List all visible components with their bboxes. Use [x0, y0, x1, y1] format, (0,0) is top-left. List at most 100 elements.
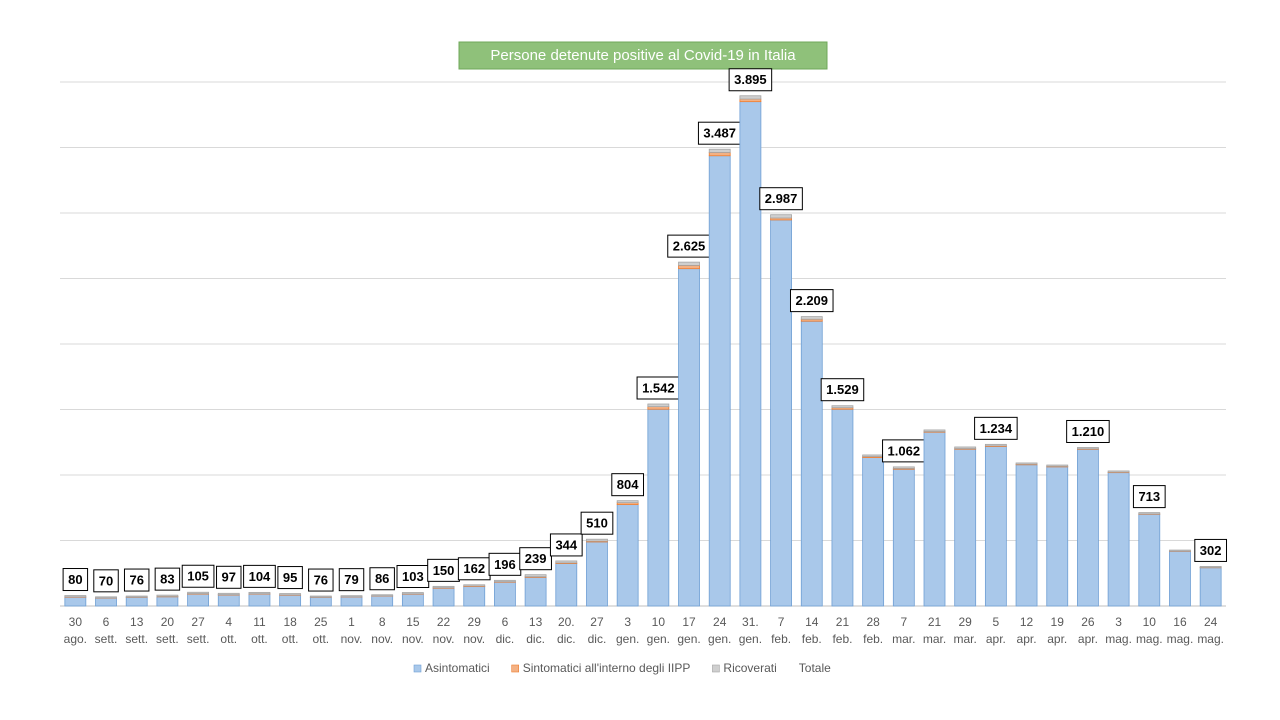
label-box: [243, 564, 276, 588]
bar-segment: [586, 541, 608, 607]
bar-segment: [1199, 566, 1222, 568]
bar-segment: [64, 595, 87, 598]
bar-segment: [586, 538, 608, 542]
bar-segment: [892, 466, 915, 469]
bar-segment: [984, 443, 1007, 447]
data-label-text: 3.895: [734, 72, 767, 87]
bar-segment: [1138, 513, 1161, 607]
data-label: 86: [369, 567, 395, 591]
bar-segment: [923, 431, 946, 607]
bar-segment: [1077, 448, 1099, 607]
bar-segment: [1015, 464, 1038, 607]
data-label-text: 83: [160, 572, 174, 587]
label-box: [789, 289, 834, 313]
x-tick-label: 27 dic.: [588, 615, 607, 646]
data-label-text: 1.542: [642, 380, 675, 395]
data-label-text: 76: [129, 572, 143, 587]
bar-segment: [678, 264, 700, 270]
data-label: 302: [1194, 538, 1228, 562]
data-label: 76: [308, 568, 334, 592]
x-tick-label: 6 dic.: [496, 615, 515, 646]
x-tick-label: 29 nov.: [463, 615, 485, 646]
label-box: [759, 187, 803, 211]
label-box: [216, 565, 242, 589]
legend-label: Sintomatici all'interno degli IIPP: [523, 661, 691, 675]
data-label: 95: [277, 566, 303, 590]
data-label-text: 70: [99, 573, 113, 588]
label-box: [820, 378, 865, 402]
bar-segment: [432, 587, 455, 607]
data-label-text: 239: [525, 551, 547, 566]
data-label-text: 1.234: [980, 421, 1013, 436]
label-box: [1194, 538, 1228, 562]
bar-segment: [555, 560, 578, 564]
x-tick-label: 21 feb.: [832, 615, 852, 646]
data-label-text: 79: [344, 572, 358, 587]
bar-segment: [984, 446, 1007, 607]
data-label: 79: [338, 568, 365, 592]
data-label: 510: [580, 511, 614, 535]
x-tick-label: 8 nov.: [371, 615, 393, 646]
data-label-text: 104: [249, 569, 271, 584]
data-label: 104: [243, 564, 276, 588]
x-tick-label: 4 ott.: [220, 615, 237, 646]
label-box: [549, 533, 583, 557]
data-label: 344: [549, 533, 583, 557]
bar-segment: [187, 593, 209, 607]
bar-segment: [1077, 447, 1099, 450]
x-tick-label: 28 feb.: [863, 615, 883, 646]
label-box: [338, 568, 365, 592]
bar-segment: [371, 594, 394, 597]
bar-segment: [770, 219, 792, 607]
data-label-text: 2.625: [673, 239, 706, 254]
label-box: [974, 416, 1018, 440]
data-label: 83: [154, 567, 181, 591]
legend-label: Ricoverati: [723, 661, 776, 675]
bar-segment: [494, 579, 516, 583]
title-box: [458, 41, 828, 70]
bar-segment: [279, 593, 302, 596]
data-label-text: 344: [555, 537, 577, 552]
data-label: 70: [93, 569, 119, 593]
bar-segment: [217, 594, 240, 607]
x-tick-label: 17 gen.: [677, 615, 700, 646]
bar-segment: [217, 592, 240, 596]
legend-marker: [511, 664, 519, 673]
label-box: [611, 473, 645, 497]
x-tick-label: 14 feb.: [802, 615, 822, 646]
x-tick-label: 18 ott.: [282, 615, 299, 646]
bar-segment: [309, 596, 332, 607]
label-box: [308, 568, 334, 592]
x-tick-label: 24 mag.: [1197, 615, 1224, 646]
legend-marker: [413, 664, 422, 673]
data-label: 76: [123, 568, 150, 592]
data-label-text: 150: [433, 563, 455, 578]
bar-segment: [309, 595, 332, 598]
data-label-text: 97: [222, 570, 236, 585]
bar-segment: [739, 101, 762, 607]
data-label-text: 80: [68, 572, 82, 587]
legend-marker: [712, 664, 720, 673]
data-label: 97: [216, 565, 242, 589]
data-label: 804: [611, 473, 645, 497]
chart-title: Persone detenute positive al Covid-19 in…: [490, 47, 796, 64]
bar-segment: [1107, 472, 1130, 607]
bar-segment: [95, 596, 117, 599]
x-tick-label: 3 mag.: [1105, 615, 1132, 646]
data-label-text: 196: [494, 557, 516, 572]
data-label-text: 105: [187, 569, 209, 584]
data-label-text: 713: [1138, 489, 1160, 504]
bar-segment: [401, 593, 424, 607]
x-tick-label: 20. dic.: [557, 615, 576, 646]
x-tick-label: 26 apr.: [1078, 615, 1098, 646]
data-label-text: 103: [402, 569, 424, 584]
bar-segment: [1046, 466, 1069, 607]
bar-segment: [923, 429, 946, 432]
bar-segment: [248, 593, 271, 607]
bar-segment: [739, 95, 762, 100]
data-label: 713: [1132, 485, 1166, 509]
bar-segment: [770, 214, 792, 219]
data-label-text: 76: [314, 572, 328, 587]
data-label-text: 804: [617, 477, 639, 492]
